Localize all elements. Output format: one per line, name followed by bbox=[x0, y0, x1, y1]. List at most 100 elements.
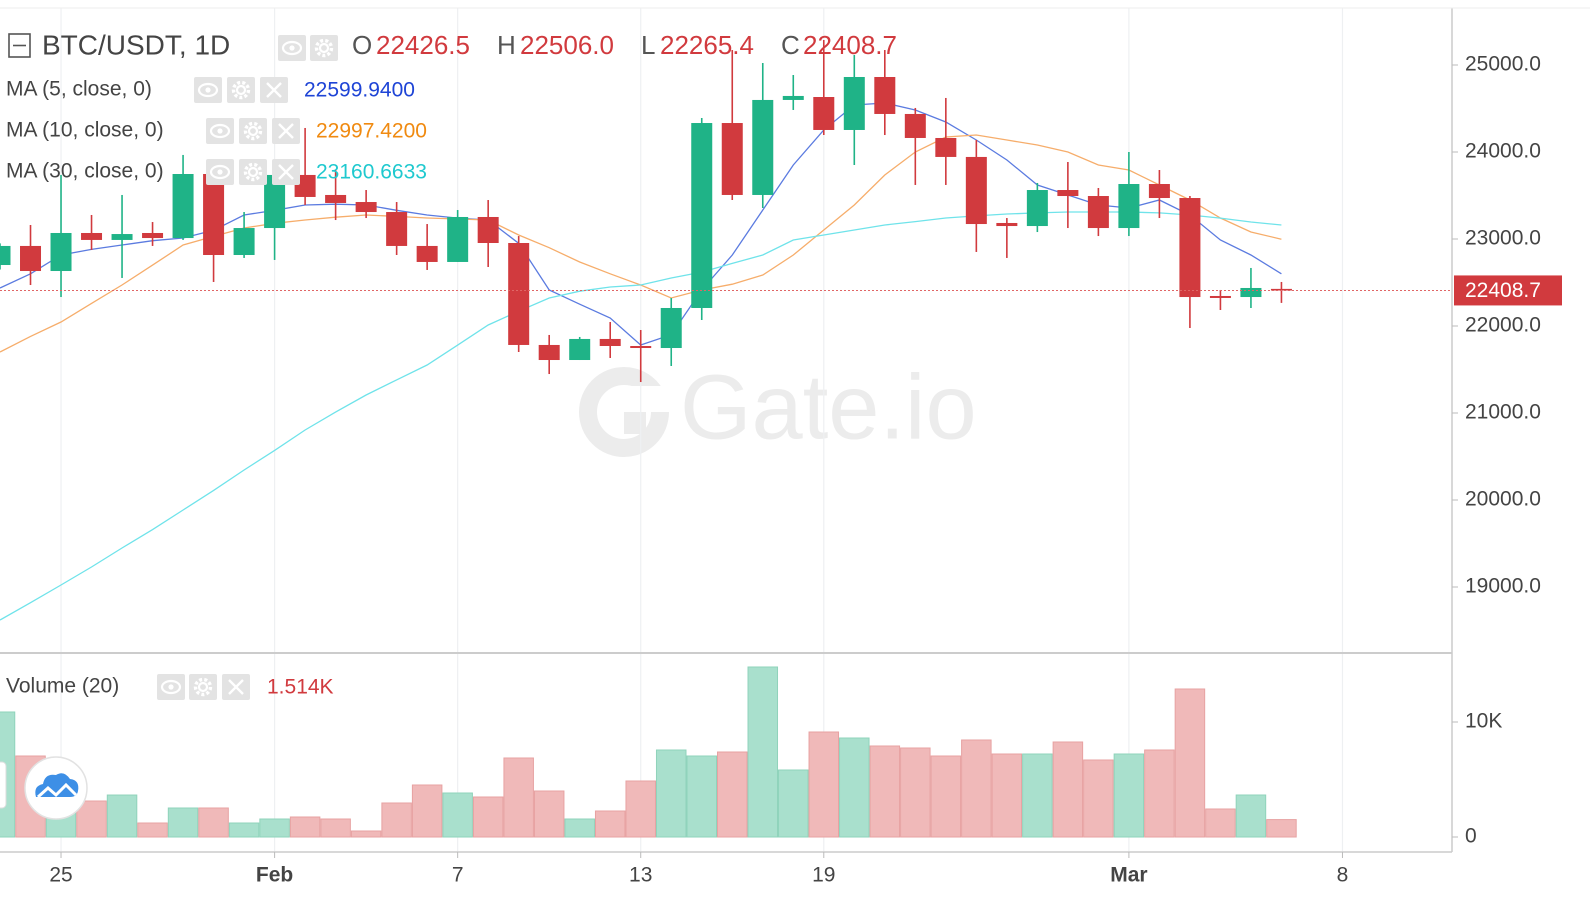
volume-legend-name: Volume (20) bbox=[6, 675, 119, 698]
settings-button[interactable] bbox=[189, 674, 217, 700]
legend: BTC/USDT, 1D O 22426.5 H 22506.0 L 22265… bbox=[6, 29, 897, 700]
volume-bar bbox=[1174, 688, 1206, 838]
volume-bar bbox=[1266, 819, 1297, 838]
volume-bar bbox=[198, 807, 229, 838]
candle-body bbox=[386, 212, 408, 246]
volume-bar bbox=[991, 753, 1023, 838]
side-tab[interactable] bbox=[0, 761, 7, 809]
eye-button[interactable] bbox=[157, 674, 185, 700]
volume-bar bbox=[381, 802, 412, 838]
volume-bar bbox=[747, 666, 779, 838]
candle-body bbox=[630, 346, 652, 349]
volume-bar bbox=[686, 755, 718, 838]
candle-body bbox=[111, 234, 133, 240]
eye-button[interactable] bbox=[194, 77, 222, 103]
candle-body bbox=[843, 76, 865, 130]
volume-bar bbox=[1235, 794, 1267, 838]
candle-body bbox=[538, 344, 560, 361]
candle-body bbox=[1240, 287, 1262, 298]
last-price-label: 22408.7 bbox=[1465, 279, 1541, 302]
candle-body bbox=[660, 307, 682, 349]
ma-legend-value: 23160.6633 bbox=[316, 161, 427, 184]
cross-button[interactable] bbox=[272, 118, 300, 144]
candle-body bbox=[752, 99, 774, 195]
volume-bar bbox=[564, 818, 595, 838]
ohlc-value: 22265.4 bbox=[660, 30, 754, 60]
ohlc-letter: H bbox=[497, 30, 516, 60]
volume-bar bbox=[900, 747, 931, 838]
x-tick-label: 13 bbox=[629, 864, 652, 887]
candle-body bbox=[721, 123, 743, 195]
candle-body bbox=[203, 174, 225, 256]
candle-body bbox=[935, 137, 957, 157]
legend-title: BTC/USDT, 1D bbox=[42, 29, 230, 60]
eye-button[interactable] bbox=[278, 35, 306, 61]
y-tick-label: 10K bbox=[1465, 710, 1502, 733]
eye-button[interactable] bbox=[206, 118, 234, 144]
volume-bar bbox=[228, 822, 260, 838]
candle-body bbox=[874, 76, 896, 114]
volume-bar bbox=[1052, 741, 1084, 838]
ohlc-letter: L bbox=[641, 30, 655, 60]
candle-body bbox=[569, 338, 591, 361]
x-tick-label: 8 bbox=[1337, 864, 1349, 887]
y-tick-label: 25000.0 bbox=[1465, 53, 1541, 76]
x-tick-label: Mar bbox=[1110, 864, 1147, 887]
volume-bar bbox=[778, 769, 809, 838]
ohlc-value: 22506.0 bbox=[520, 30, 614, 60]
candle-body bbox=[996, 222, 1018, 227]
watermark-logo-gap bbox=[624, 386, 670, 412]
candle-body bbox=[599, 338, 621, 347]
volume-bar bbox=[442, 792, 473, 838]
remove-button[interactable] bbox=[222, 674, 250, 700]
cross-button[interactable] bbox=[260, 77, 288, 103]
candle-body bbox=[50, 232, 72, 272]
candle-body bbox=[782, 95, 804, 100]
candle-body bbox=[325, 194, 347, 203]
volume-bar bbox=[1022, 753, 1053, 838]
volume-bar bbox=[320, 818, 351, 838]
x-tick-label: 7 bbox=[452, 864, 464, 887]
volume-bar bbox=[717, 751, 748, 838]
x-tick-label: 19 bbox=[812, 864, 835, 887]
candle-body bbox=[172, 174, 194, 239]
gear-button[interactable] bbox=[227, 77, 255, 103]
volume-bars bbox=[0, 666, 1297, 838]
volume-bar bbox=[350, 830, 382, 838]
candle-body bbox=[233, 228, 255, 256]
volume-bar bbox=[930, 755, 962, 838]
volume-bar bbox=[137, 822, 168, 838]
eye-button[interactable] bbox=[206, 159, 234, 185]
last-price-tag bbox=[1454, 275, 1562, 306]
candle-body bbox=[691, 123, 713, 308]
volume-bar bbox=[503, 757, 534, 838]
settings-button[interactable] bbox=[310, 35, 338, 61]
y-tick-label: 20000.0 bbox=[1465, 488, 1541, 511]
volume-bar bbox=[259, 818, 290, 838]
candle-body bbox=[1270, 288, 1292, 291]
candle-body bbox=[142, 232, 164, 239]
ma-legend-name: MA (5, close, 0) bbox=[6, 78, 152, 101]
gear-button[interactable] bbox=[239, 118, 267, 144]
volume-bar bbox=[808, 731, 840, 838]
collapse-button[interactable] bbox=[8, 33, 31, 58]
candle-body bbox=[264, 174, 286, 229]
floating-button[interactable] bbox=[0, 756, 88, 820]
ma-legend-value: 22599.9400 bbox=[304, 79, 415, 102]
candle-body bbox=[1118, 184, 1140, 229]
candle-body bbox=[813, 97, 835, 130]
gear-button[interactable] bbox=[239, 159, 267, 185]
candles bbox=[0, 40, 1452, 383]
candle-body bbox=[508, 242, 530, 345]
cross-button[interactable] bbox=[272, 159, 300, 185]
ma-legend-name: MA (30, close, 0) bbox=[6, 160, 164, 183]
volume-bar bbox=[655, 749, 687, 838]
axes: 25 Feb 7 13 19 Mar 8 19000.0 20000.0 21000.0 22000… bbox=[49, 53, 1562, 887]
volume-bar bbox=[961, 739, 992, 838]
watermark: Gate.io bbox=[579, 356, 977, 458]
candle-body bbox=[416, 245, 438, 262]
volume-bar bbox=[1113, 753, 1145, 838]
candle-body bbox=[447, 216, 469, 262]
candle-body bbox=[1026, 190, 1048, 227]
